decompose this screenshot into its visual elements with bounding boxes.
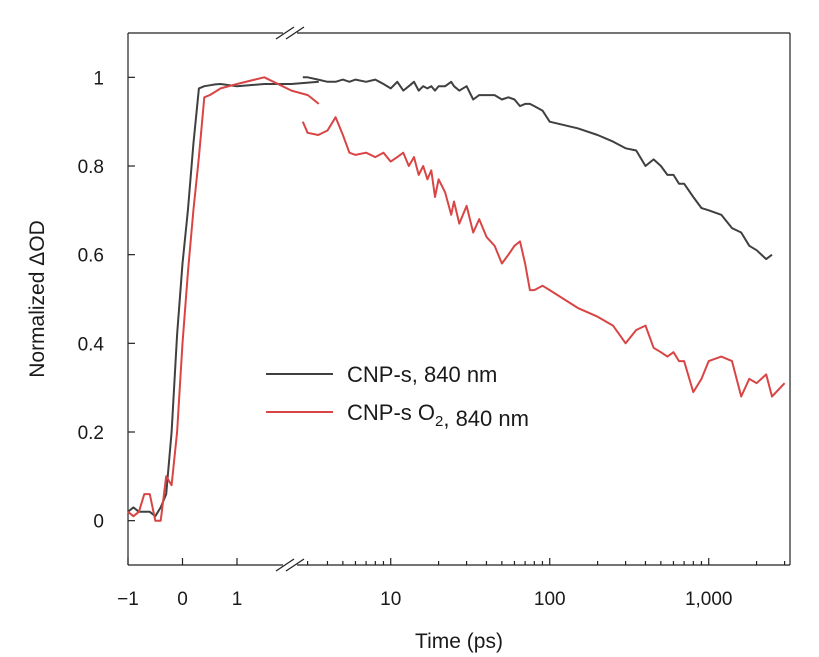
series-line-1-linear [127,80,319,518]
series-line-2-linear [127,76,320,522]
axes-group: 0 0.2 0.4 0.6 0.8 1 −1 0 1 10 100 1,000 [78,26,791,610]
legend-label-2: CNP-s O2, 840 nm [347,400,529,431]
y-axis-title: Normalized ΔOD [26,220,49,378]
x-tick-label: 1 [232,589,243,610]
x-axis-title: Time (ps) [415,630,503,653]
y-tick-label: 0.2 [78,423,104,444]
axis-break-mark [275,558,295,572]
axis-break-mark [285,26,305,40]
axis-break-mark [275,26,295,40]
y-tick-label: 0.8 [78,157,104,178]
legend: CNP-s, 840 nm CNP-s O2, 840 nm [266,362,529,431]
y-tick-label: 0 [93,512,104,533]
x-tick-label: 0 [177,589,188,610]
legend-label-1: CNP-s, 840 nm [347,362,497,387]
series-line-1-log [302,76,773,261]
y-tick-label: 1 [93,68,104,89]
y-tick-label: 0.6 [78,246,104,267]
axis-break-mark [285,558,305,572]
y-tick-label: 0.4 [78,334,105,355]
x-tick-label: −1 [117,589,139,610]
plot-lines-group [127,76,786,522]
series-line-2-log [301,116,786,398]
x-tick-label: 100 [534,589,566,610]
x-tick-label: 1,000 [685,589,733,610]
x-tick-label: 10 [380,589,401,610]
